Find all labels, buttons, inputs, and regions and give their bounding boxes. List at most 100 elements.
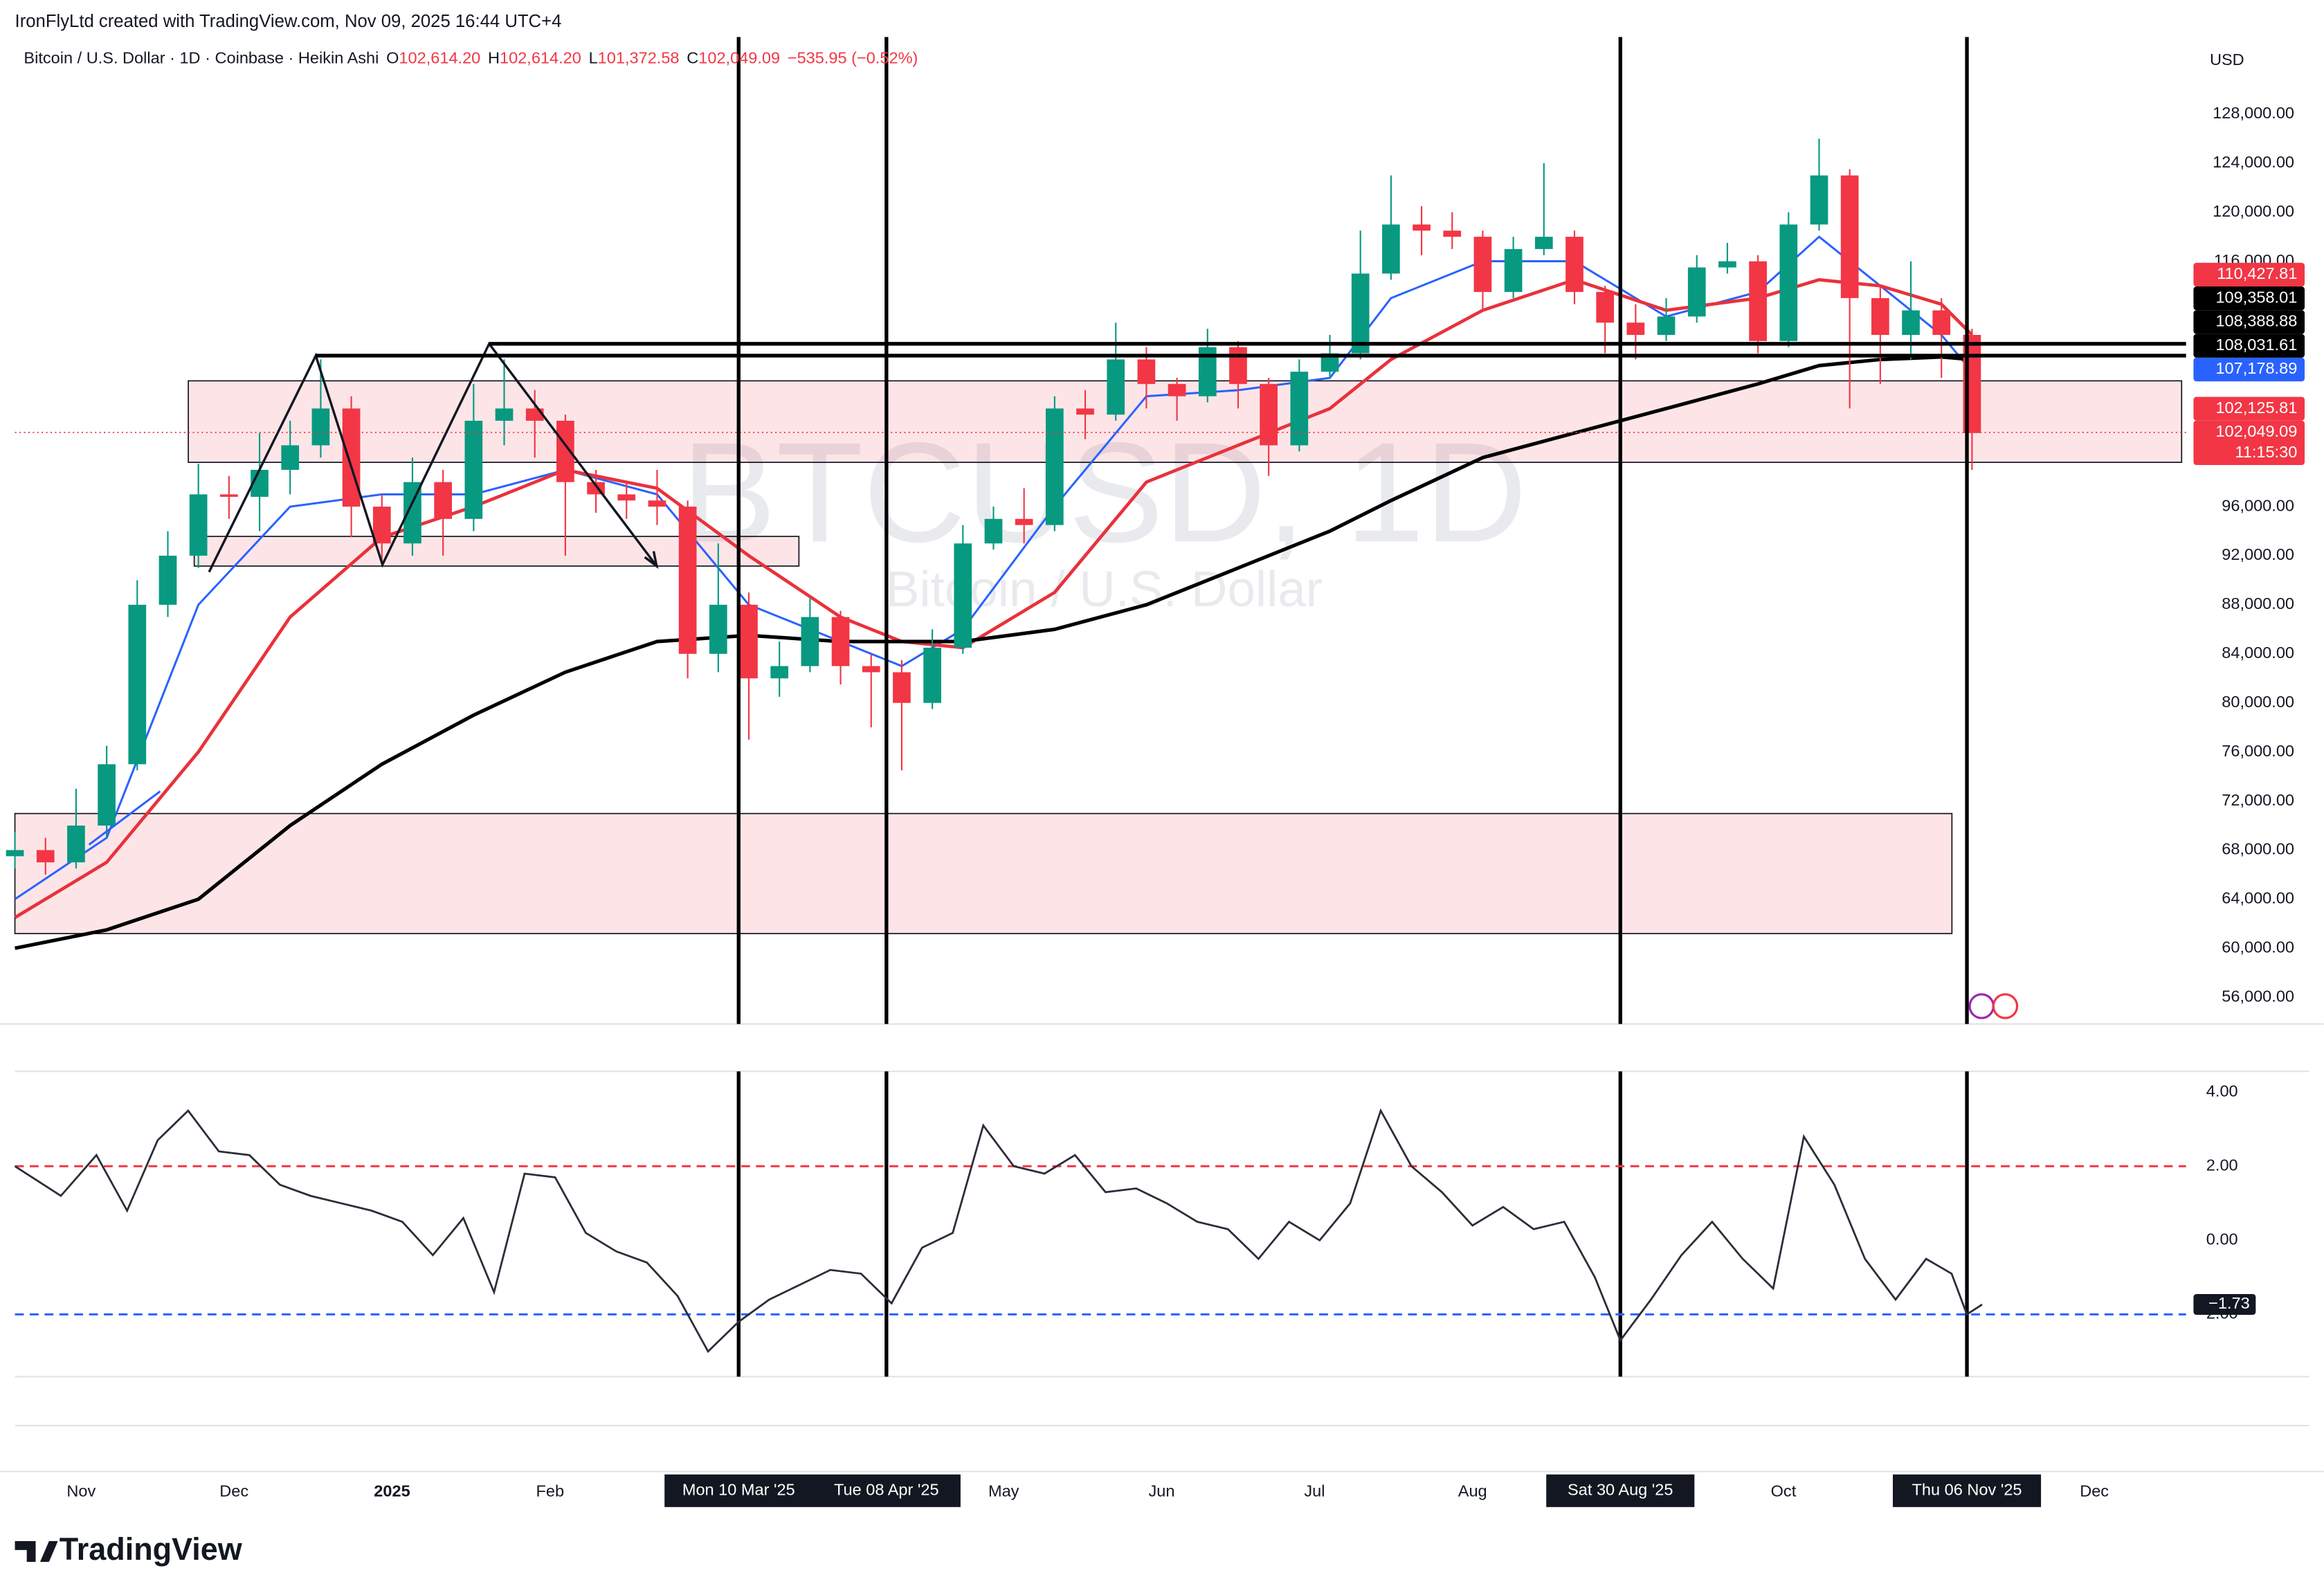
price-badge <box>2193 334 2305 358</box>
candle-body <box>1076 408 1094 415</box>
price-badge-label: 109,358.01 <box>2215 288 2297 306</box>
y-tick-label: 56,000.00 <box>2222 987 2294 1005</box>
price-badge-label: 108,388.88 <box>2215 312 2297 330</box>
y-tick-label: 88,000.00 <box>2222 594 2294 612</box>
candle-body <box>648 500 666 507</box>
candle-body <box>36 850 55 863</box>
trend-line <box>88 790 161 846</box>
axes: 56,000.00 60,000.00 64,000.00 68,000.00 72,0… <box>66 104 2305 1507</box>
candle-body <box>1932 310 1951 335</box>
currency: USD <box>2210 51 2244 69</box>
price-badge <box>2193 397 2305 421</box>
candle-body <box>1046 408 1064 525</box>
candle-body <box>1534 237 1553 249</box>
candle-body <box>1107 359 1125 415</box>
watermark-symbol: BTCUSD, 1D <box>681 412 1527 572</box>
x-highlight-badge <box>812 1474 961 1507</box>
candle-body <box>1504 248 1523 292</box>
x-highlight-badge <box>1892 1474 2042 1507</box>
y-tick-label: 120,000.00 <box>2213 202 2294 220</box>
pattern-line <box>208 341 658 573</box>
candle-body <box>525 408 544 421</box>
legend-title: Bitcoin / U.S. Dollar · 1D · Coinbase · … <box>24 49 379 67</box>
legend-value: 102,614.20 <box>500 49 581 67</box>
price-badge-label: 110,427.81 <box>2217 264 2297 282</box>
candle-body <box>923 647 941 703</box>
y-tick-label: 76,000.00 <box>2222 742 2294 760</box>
y-tick-label: 80,000.00 <box>2222 693 2294 711</box>
pattern-arrow <box>644 551 659 570</box>
x-tick-label: Nov <box>66 1482 96 1500</box>
price-badge <box>2193 357 2305 382</box>
legend-change: −535.95 (−0.52%) <box>788 49 918 67</box>
legend-key: C <box>687 49 698 67</box>
candle-body <box>1810 175 1828 225</box>
candle-body <box>1382 224 1400 274</box>
zones <box>14 380 2183 934</box>
oscillator-line <box>14 1108 1983 1354</box>
plot <box>6 37 2186 1377</box>
legend: Bitcoin / U.S. Dollar · 1D · Coinbase · … <box>24 49 918 67</box>
legend-key: O <box>386 49 399 67</box>
candle-body <box>801 617 819 666</box>
candle-body <box>67 825 85 863</box>
candle-body <box>954 543 972 648</box>
candle-body <box>709 604 727 654</box>
event-icon[interactable] <box>1968 993 1995 1019</box>
candle-body <box>189 494 208 556</box>
candle-body <box>6 850 24 857</box>
candle-body <box>1657 316 1676 335</box>
candle-body <box>984 518 1003 544</box>
candle-body <box>617 494 636 501</box>
x-tick-label: Jul <box>1304 1482 1325 1500</box>
moving-average <box>15 355 1972 950</box>
candle-body <box>1015 518 1033 525</box>
y-tick-label: 60,000.00 <box>2222 938 2294 956</box>
x-highlight-label: Tue 08 Apr '25 <box>834 1480 939 1498</box>
candle-body <box>98 764 116 826</box>
candle-body <box>1229 347 1247 384</box>
legend-key: H <box>488 49 500 67</box>
candle-body <box>893 672 911 703</box>
event-icon[interactable] <box>1992 993 2019 1019</box>
x-tick-label: Jun <box>1149 1482 1175 1500</box>
legend-value: 102,614.20 <box>399 49 480 67</box>
y-tick-label: 64,000.00 <box>2222 889 2294 907</box>
x-highlight-label: Thu 06 Nov '25 <box>1912 1480 2022 1498</box>
price-badge-label: 107,178.89 <box>2215 359 2297 377</box>
candle-body <box>342 408 361 507</box>
candle-body <box>862 666 880 673</box>
candle-body <box>1718 261 1736 268</box>
legend-value: 101,372.58 <box>598 49 680 67</box>
y-tick-label: 68,000.00 <box>2222 840 2294 858</box>
price-badge-label: 108,031.61 <box>2215 336 2297 354</box>
legend-key: L <box>589 49 598 67</box>
candle-body <box>770 666 789 679</box>
candle-body <box>831 617 850 666</box>
x-tick-label: Aug <box>1458 1482 1487 1500</box>
candle-body <box>1596 291 1615 323</box>
candle-body <box>434 482 453 519</box>
price-badge <box>2193 420 2305 466</box>
candle-body <box>464 421 483 519</box>
candle-body <box>158 556 177 605</box>
x-tick-label: 2025 <box>374 1482 410 1500</box>
y-tick-label: 4.00 <box>2206 1082 2238 1100</box>
legend-value: 102,049.09 <box>698 49 780 67</box>
candle-body <box>740 604 758 679</box>
y-tick-label: 124,000.00 <box>2213 153 2294 171</box>
candle-body <box>1626 322 1645 335</box>
candle-body <box>220 494 238 497</box>
candle-body <box>128 604 147 765</box>
y-tick-label: 0.00 <box>2206 1230 2238 1248</box>
value-badge <box>2193 1293 2256 1315</box>
price-badge <box>2193 310 2305 334</box>
credit: IronFlyLtd created with TradingView.com,… <box>15 12 562 31</box>
candle-body <box>1749 261 1767 341</box>
zone <box>14 812 1953 934</box>
brand-logo <box>15 1541 58 1563</box>
x-tick-label: May <box>988 1482 1019 1500</box>
